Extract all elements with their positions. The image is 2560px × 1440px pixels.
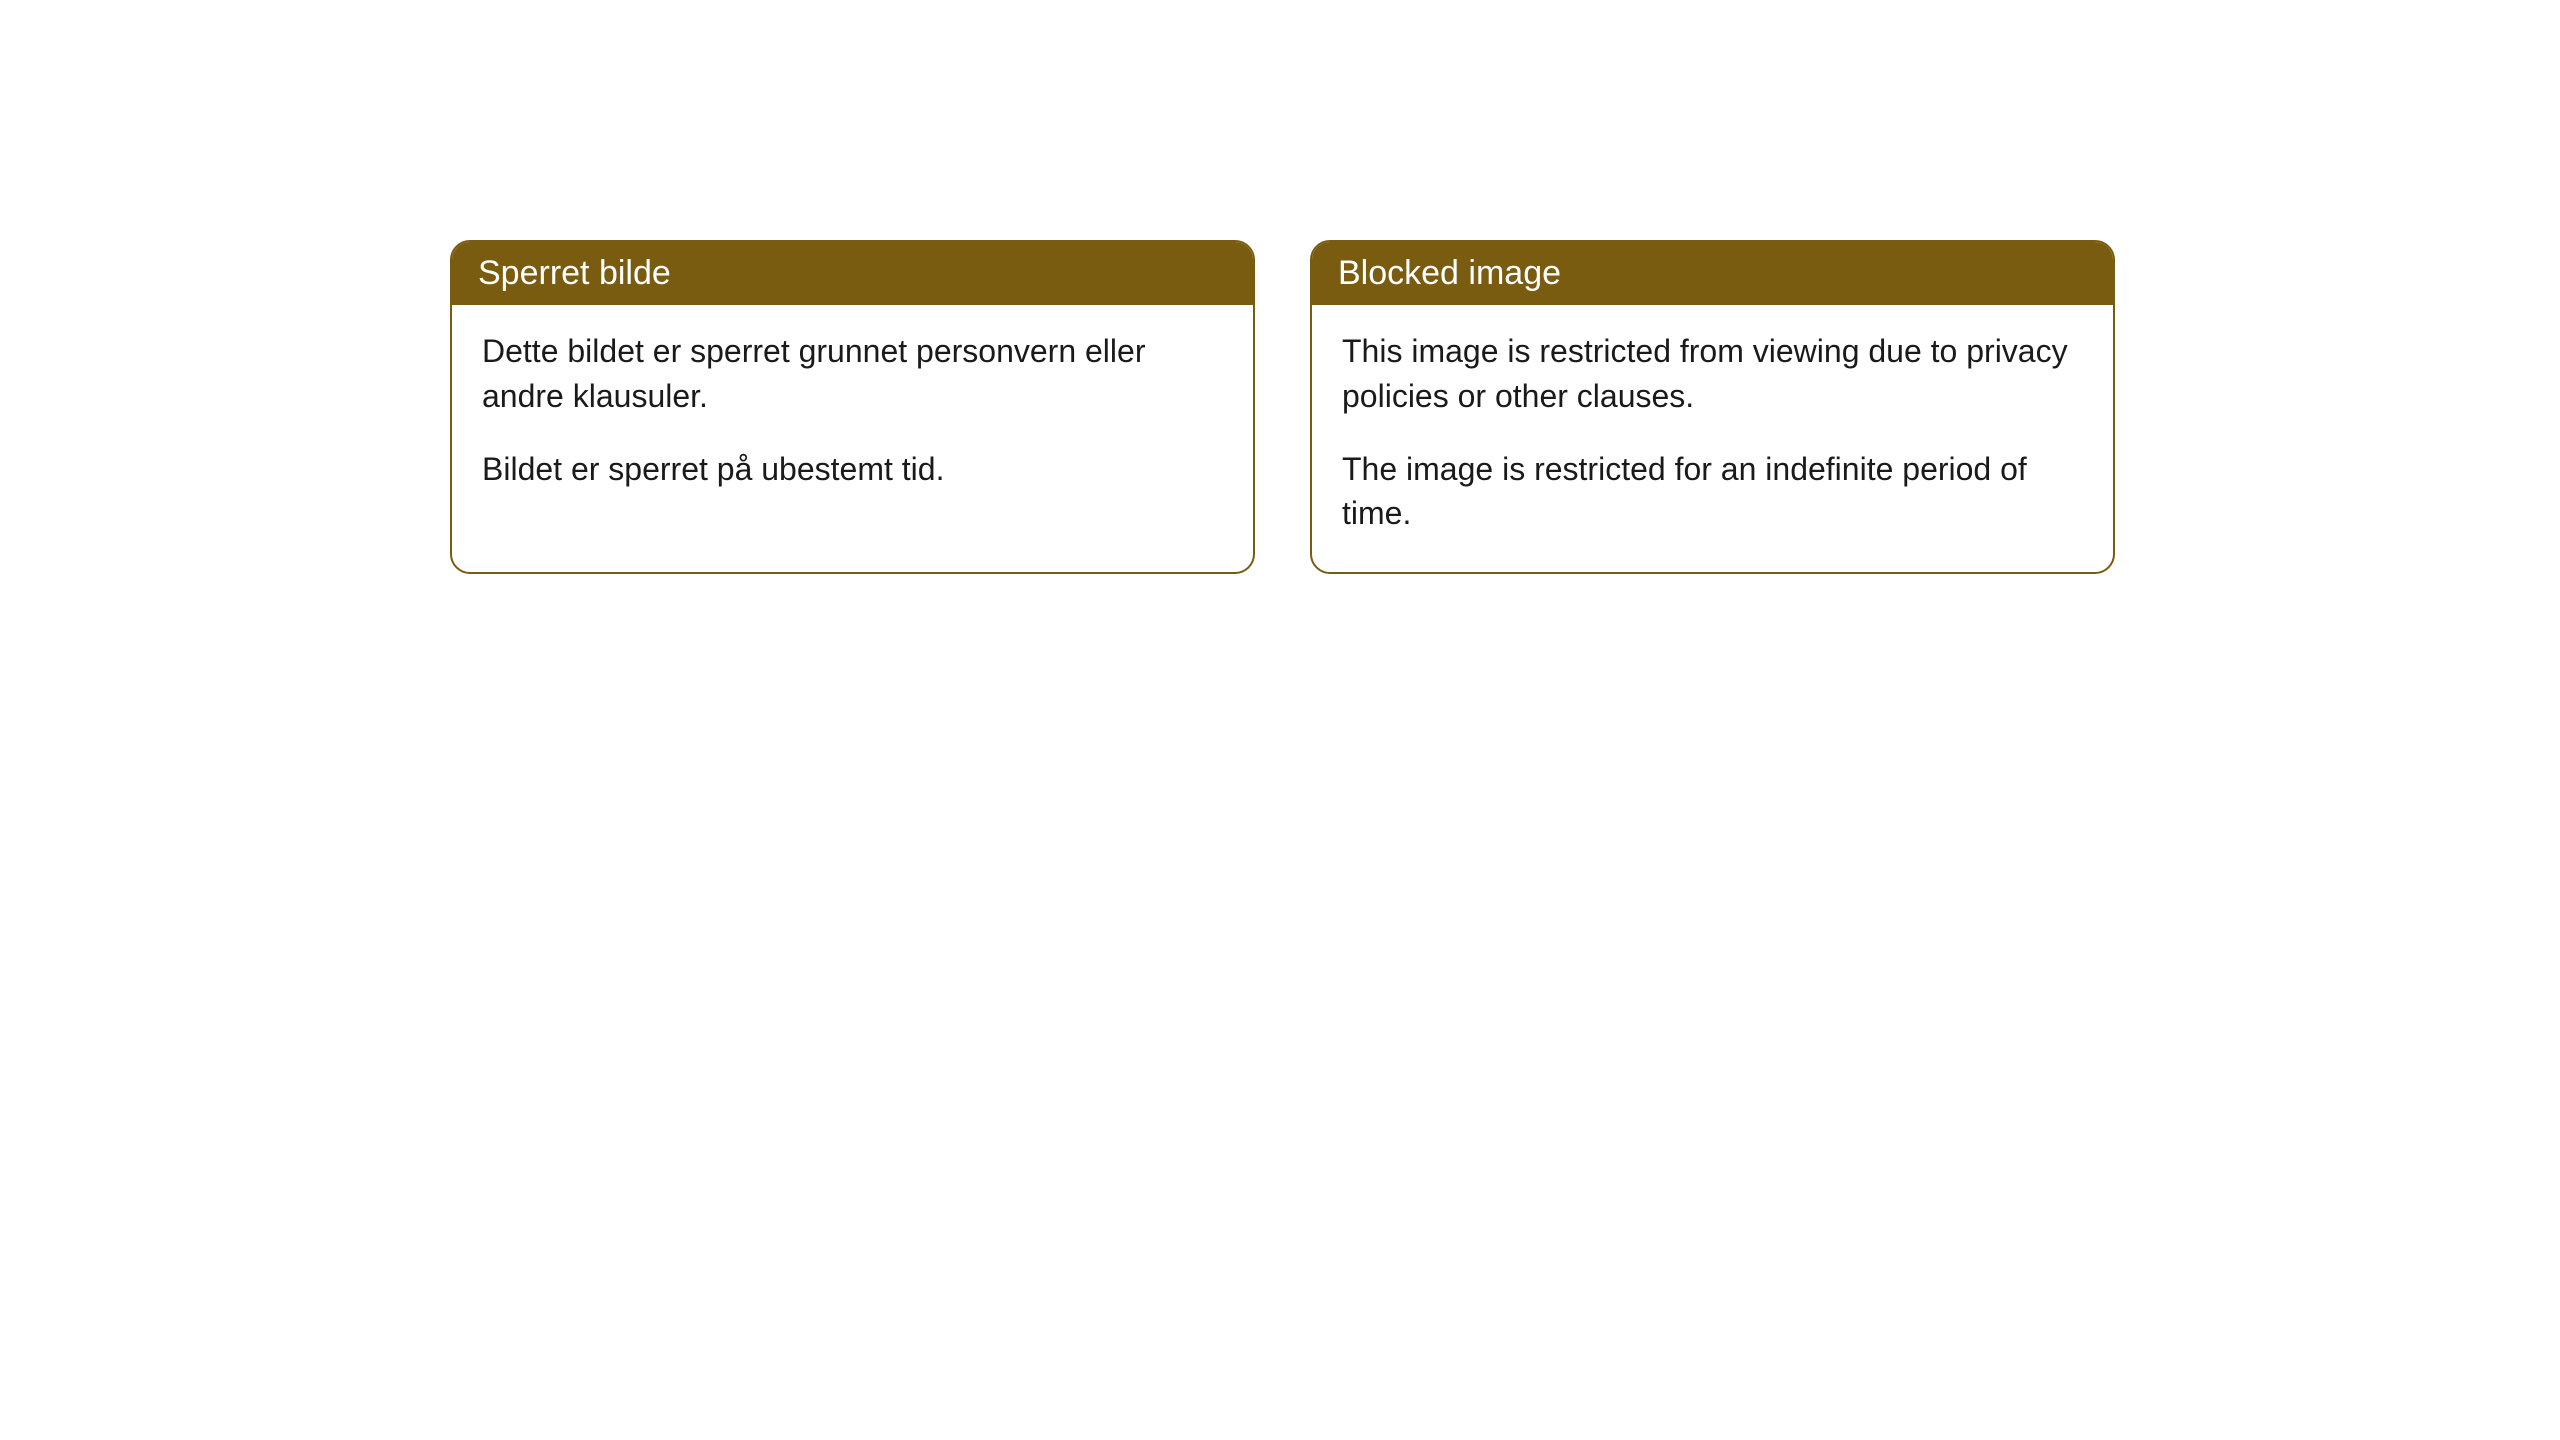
card-header: Blocked image — [1312, 242, 2113, 305]
notice-card-english: Blocked image This image is restricted f… — [1310, 240, 2115, 574]
card-title: Sperret bilde — [478, 254, 671, 292]
card-paragraph: The image is restricted for an indefinit… — [1342, 447, 2083, 537]
card-title: Blocked image — [1338, 254, 1561, 292]
notice-container: Sperret bilde Dette bildet er sperret gr… — [450, 240, 2115, 574]
notice-card-norwegian: Sperret bilde Dette bildet er sperret gr… — [450, 240, 1255, 574]
card-paragraph: Bildet er sperret på ubestemt tid. — [482, 447, 1223, 492]
card-paragraph: This image is restricted from viewing du… — [1342, 329, 2083, 419]
card-paragraph: Dette bildet er sperret grunnet personve… — [482, 329, 1223, 419]
card-header: Sperret bilde — [452, 242, 1253, 305]
card-body: Dette bildet er sperret grunnet personve… — [452, 305, 1253, 527]
card-body: This image is restricted from viewing du… — [1312, 305, 2113, 572]
